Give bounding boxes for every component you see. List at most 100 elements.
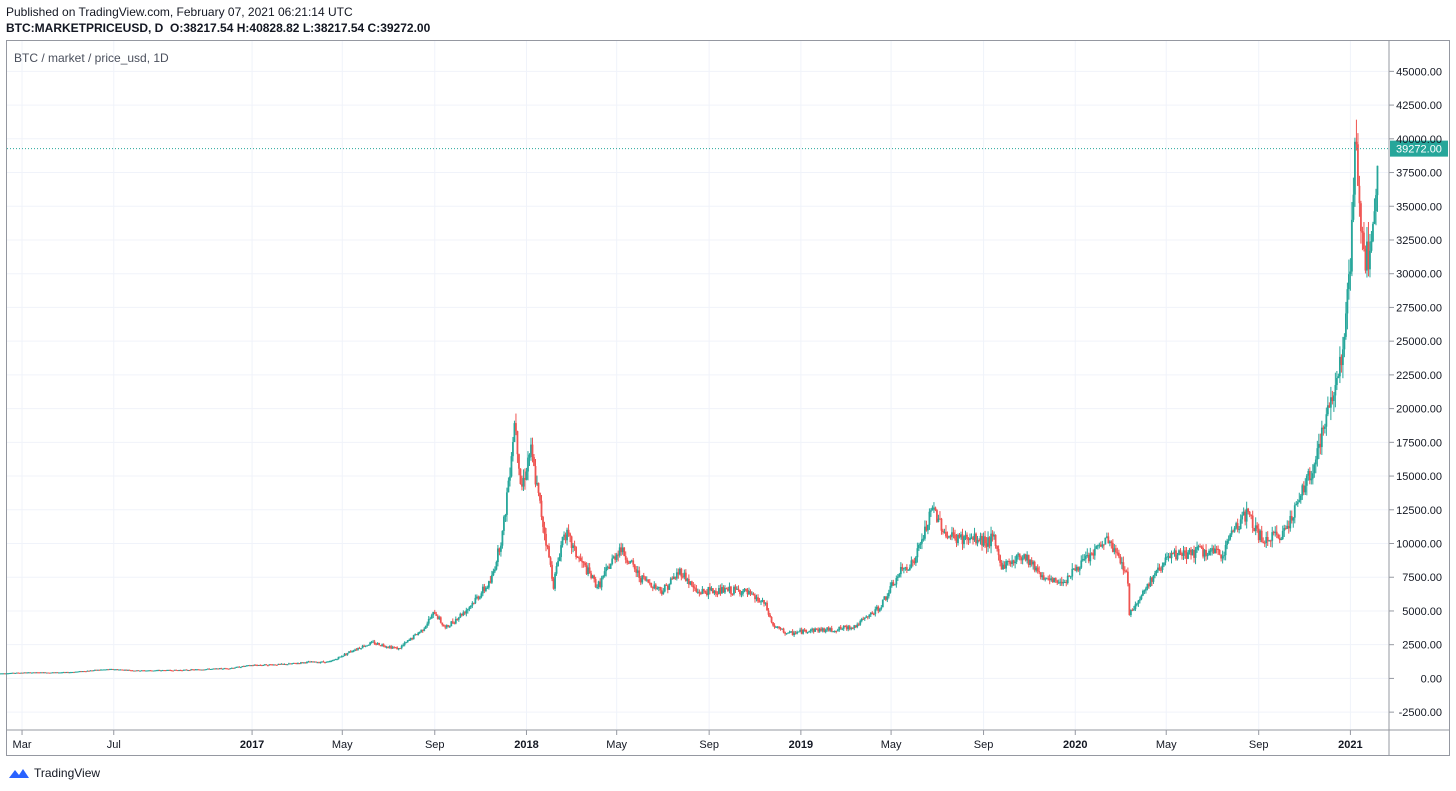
candle (1253, 527, 1256, 532)
candle (1033, 560, 1036, 573)
candle (134, 670, 137, 672)
candle (733, 585, 735, 596)
candle (100, 669, 102, 671)
candle (203, 669, 206, 671)
candle (1166, 552, 1168, 561)
candle (11, 672, 14, 674)
candle (76, 671, 78, 673)
candle (830, 625, 833, 633)
candle (509, 467, 511, 487)
candle (1244, 509, 1247, 526)
candle (936, 509, 938, 523)
y-tick-label: 30000.00 (1396, 269, 1442, 281)
candle (60, 672, 63, 674)
candle (823, 627, 826, 633)
candle (178, 669, 181, 672)
candle (330, 660, 332, 663)
candle (1224, 540, 1227, 561)
candle (647, 579, 650, 584)
candle (44, 672, 47, 674)
candle (1299, 494, 1302, 504)
candle (856, 622, 859, 629)
candle (448, 625, 451, 628)
candle (612, 555, 615, 559)
candle (1346, 282, 1349, 330)
candle (68, 672, 71, 674)
candle (740, 591, 743, 598)
candle (844, 625, 847, 628)
candle (554, 572, 556, 592)
candle (1008, 558, 1011, 566)
candle (809, 628, 812, 634)
candle (1193, 545, 1195, 563)
candle (285, 663, 287, 666)
candle (699, 591, 702, 596)
candle (853, 624, 856, 631)
y-tick-label: 12500.00 (1396, 505, 1442, 517)
candle (513, 420, 516, 443)
candle (806, 631, 809, 634)
candle (1009, 560, 1012, 567)
candle (170, 670, 173, 672)
candle (1239, 514, 1242, 530)
candle (307, 660, 310, 663)
candle (668, 583, 671, 590)
candle (423, 627, 426, 632)
candle (408, 638, 411, 641)
candle (630, 559, 633, 563)
x-tick-label: 2019 (789, 739, 813, 751)
candle (187, 669, 190, 672)
candle (104, 669, 107, 671)
candle (1116, 547, 1119, 556)
candle (690, 580, 693, 587)
candle (958, 533, 961, 539)
candle (376, 642, 379, 646)
candle (1113, 544, 1116, 555)
candle (839, 625, 842, 630)
footer-brand[interactable]: TradingView (8, 766, 100, 780)
candle (457, 616, 460, 622)
candle (439, 616, 442, 624)
candle (1148, 582, 1150, 589)
candle (1169, 552, 1171, 559)
candle (693, 583, 696, 592)
candle (976, 535, 979, 547)
candle (0, 673, 3, 675)
candle (991, 530, 994, 542)
candle (1126, 567, 1129, 587)
candle (15, 672, 18, 674)
last-price-label: 39272.00 (1396, 144, 1442, 156)
candle (578, 555, 580, 563)
candle (1251, 510, 1254, 533)
candle (1071, 563, 1074, 581)
candle (788, 630, 791, 634)
candle (1158, 563, 1161, 571)
candle (18, 672, 21, 674)
candle (1242, 507, 1245, 516)
candle (208, 668, 211, 670)
candle (418, 631, 421, 634)
candle (1262, 537, 1265, 544)
candle (1328, 402, 1331, 408)
candle (466, 608, 469, 614)
candle (221, 668, 224, 670)
candle (543, 521, 546, 541)
candle (309, 660, 311, 663)
candle (235, 666, 238, 668)
candle (838, 626, 841, 632)
candle (387, 646, 390, 649)
candle (1323, 423, 1326, 434)
candle (1015, 554, 1018, 565)
candle (678, 567, 681, 576)
candle (662, 588, 665, 595)
candle (315, 661, 317, 663)
candle (402, 643, 405, 647)
candle (1308, 467, 1311, 485)
candle (1014, 556, 1017, 569)
candle (736, 586, 738, 590)
candle (53, 672, 56, 674)
candle (748, 587, 750, 596)
candle (197, 669, 200, 671)
candle (48, 672, 51, 674)
